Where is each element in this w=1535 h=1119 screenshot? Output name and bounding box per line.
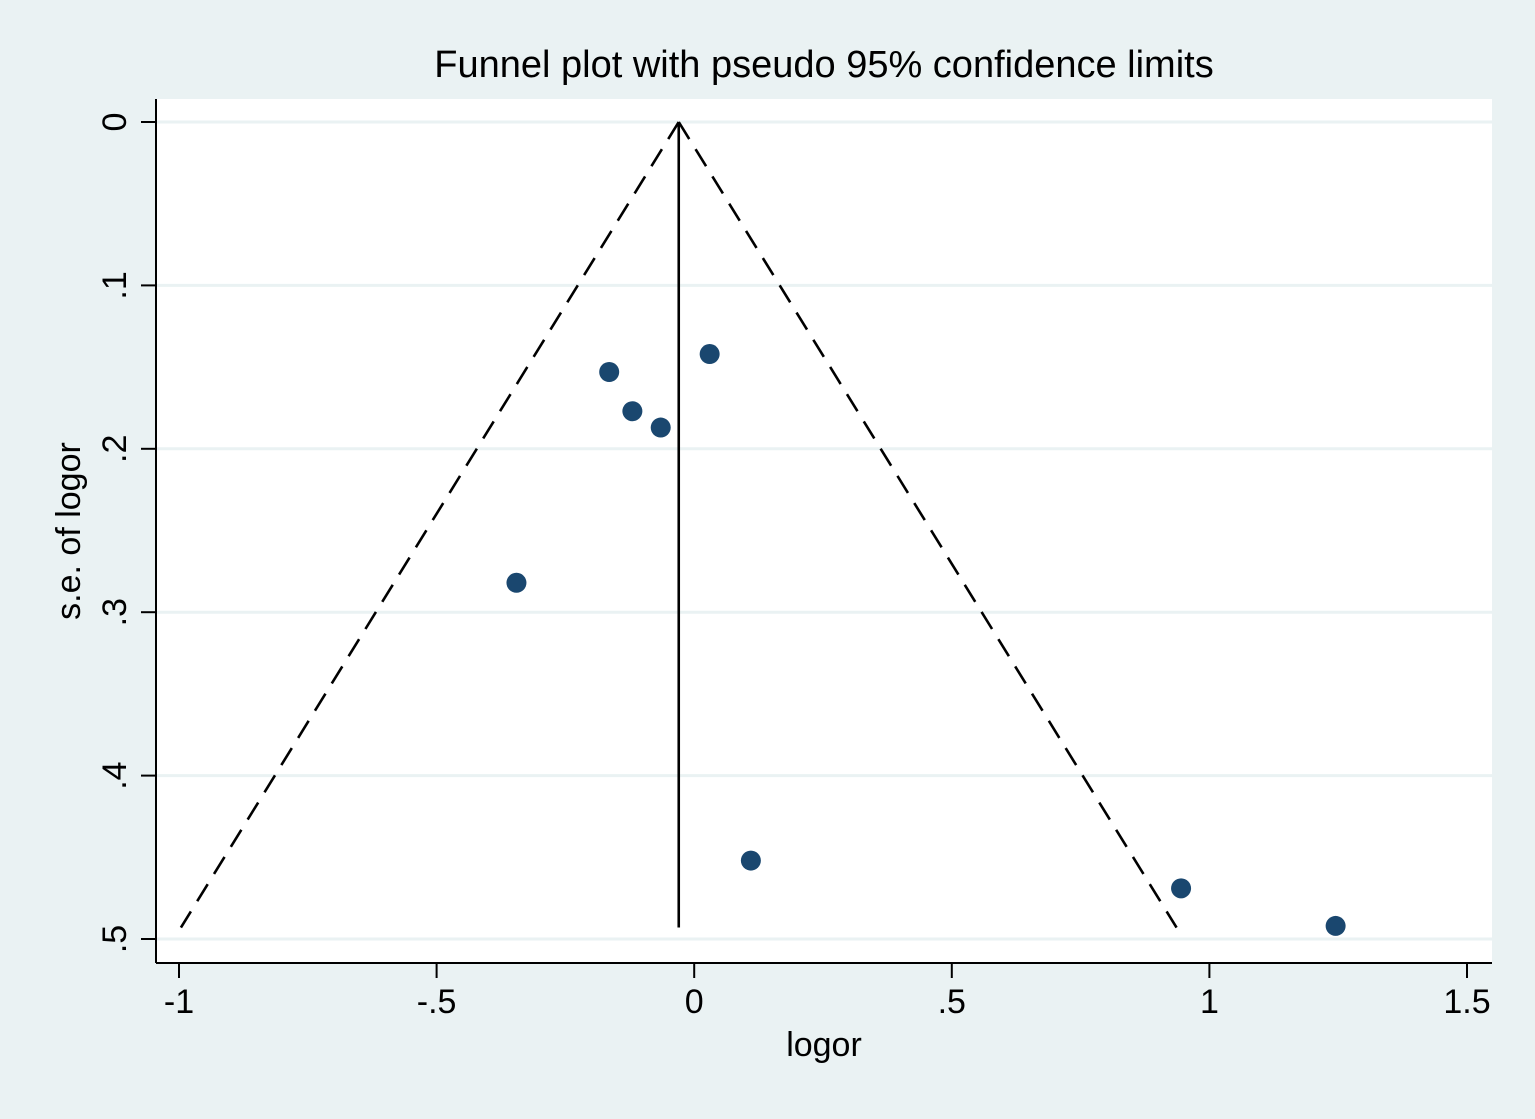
y-tick-label-5: .5 (96, 925, 134, 953)
funnel-lines (179, 121, 1178, 929)
y-tick-label-3: .3 (96, 598, 134, 626)
x-tick-label-0: -1 (164, 983, 194, 1021)
gridlines (156, 120, 1492, 941)
data-points (506, 344, 1346, 936)
axes: -1 -.5 0 .5 1 1.5 0 .1 .2 .3 .4 .5 (96, 99, 1492, 1021)
y-tick-label-2: .2 (96, 435, 134, 463)
study-point-3 (699, 344, 720, 365)
y-tick-label-1: .1 (96, 271, 134, 299)
x-tick-label-4: 1 (1200, 983, 1219, 1021)
x-tick-label-2: 0 (685, 983, 704, 1021)
y-tick-label-0: 0 (96, 113, 134, 132)
study-point-2 (650, 417, 671, 438)
study-point-4 (506, 572, 527, 593)
x-tick-label-5: 1.5 (1443, 983, 1490, 1021)
plot-area (156, 99, 1492, 963)
x-tick-label-3: .5 (938, 983, 966, 1021)
study-point-1 (622, 401, 643, 422)
y-tick-label-4: .4 (96, 761, 134, 789)
chart-title: Funnel plot with pseudo 95% confidence l… (434, 44, 1213, 86)
y-axis-label: s.e. of logor (50, 442, 88, 620)
study-point-7 (1325, 915, 1346, 936)
x-axis-label: logor (786, 1026, 862, 1064)
study-point-0 (599, 362, 620, 383)
study-point-6 (1171, 878, 1192, 899)
study-point-5 (740, 850, 761, 871)
x-tick-label-1: -.5 (417, 983, 457, 1021)
